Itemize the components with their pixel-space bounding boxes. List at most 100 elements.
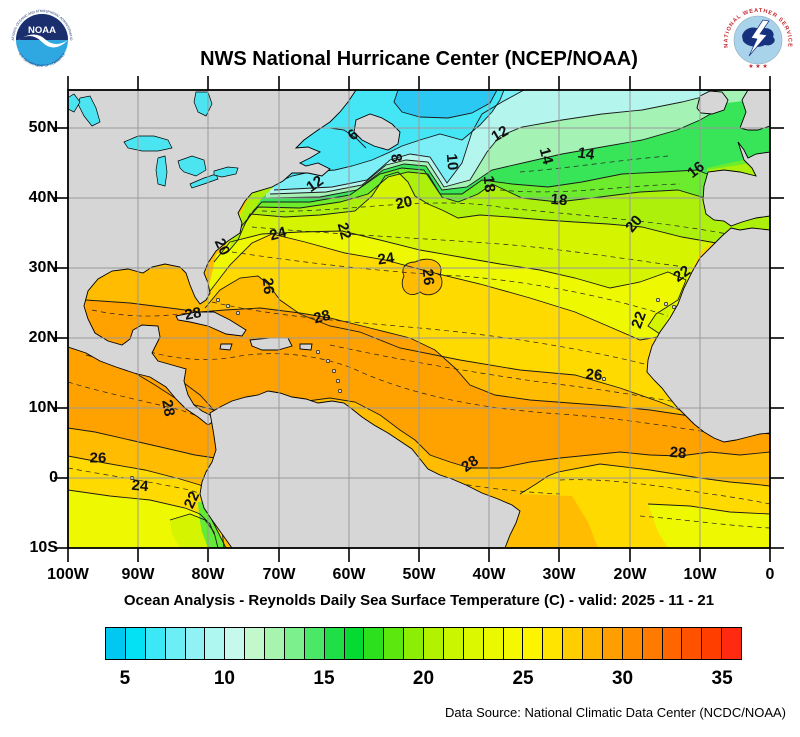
contour-label: 20: [211, 236, 233, 258]
land-south-america: [199, 390, 521, 548]
lakes: [68, 91, 239, 189]
y-tick-label: 40N: [28, 189, 58, 206]
contour-label: 14: [536, 146, 557, 167]
colorbar-cell: [443, 628, 464, 659]
contour-label: 24: [377, 249, 397, 268]
colorbar-cell: [106, 628, 126, 659]
colorbar-cell: [225, 628, 246, 659]
colorbar-cell: [602, 628, 623, 659]
x-tick-label: 80W: [191, 566, 225, 583]
colorbar-cell: [344, 628, 365, 659]
y-tick-label: 0: [49, 469, 58, 486]
contour-label: 26: [259, 277, 277, 295]
contour-label: 22: [181, 489, 203, 511]
ocean-band-coastal-peru: [198, 502, 226, 548]
colorbar-cell: [284, 628, 305, 659]
colorbar-tick-label: 25: [512, 668, 534, 689]
land-hispaniola: [249, 337, 293, 351]
x-tick-label: 30W: [542, 566, 576, 583]
colorbar-cell: [304, 628, 325, 659]
y-tick-label: 10S: [29, 539, 58, 556]
contour-label: 20: [394, 193, 414, 213]
colorbar-tick-label: 30: [611, 668, 634, 689]
map-caption: Ocean Analysis - Reynolds Daily Sea Surf…: [123, 592, 715, 609]
noaa-logo-sky: [16, 14, 68, 40]
ocean-band-under-4: [394, 90, 497, 118]
land-africa: [646, 227, 770, 443]
x-tick-label: 60W: [332, 566, 366, 583]
contour-label: 16: [684, 158, 708, 182]
colorbar-tick-label: 15: [313, 668, 335, 689]
lake-superior: [123, 135, 173, 152]
colorbar-cell: [125, 628, 146, 659]
colorbar-cell: [145, 628, 166, 659]
colorbar-tick-label: 10: [213, 668, 235, 689]
land-ireland: [696, 90, 729, 115]
x-tick-label: 40W: [472, 566, 506, 583]
lat-lon-gridlines: [68, 90, 770, 548]
contour-label: 28: [458, 452, 481, 475]
map-plot-area: [68, 90, 770, 548]
land-newfoundland: [353, 113, 401, 151]
colorbar-cell: [622, 628, 643, 659]
x-tick-label: 100W: [47, 566, 89, 583]
nws-logo-stars: ★ ★ ★: [748, 63, 767, 70]
colorbar-cell: [364, 628, 385, 659]
colorbar-cell: [662, 628, 683, 659]
land-britain: [739, 90, 770, 131]
colorbar-cell: [543, 628, 564, 659]
y-tick-label: 10N: [28, 399, 58, 416]
land-jamaica: [219, 343, 233, 351]
x-tick-label: 50W: [402, 566, 436, 583]
colorbar-cell: [404, 628, 424, 659]
contour-label: 8: [387, 152, 405, 163]
lake-huron: [177, 155, 207, 177]
small-islands: [130, 297, 676, 480]
contour-label: 18: [480, 175, 498, 193]
contour-label: 22: [670, 262, 693, 285]
noaa-logo-label: NOAA: [28, 25, 56, 36]
colorbar-tick-label: 5: [119, 668, 131, 689]
colorbar-cell: [642, 628, 663, 659]
contour-label: 26: [419, 268, 437, 286]
colorbar-cell: [463, 628, 484, 659]
x-tick-label: 10W: [683, 566, 717, 583]
colorbar-cell: [682, 628, 703, 659]
colorbar-cell: [324, 628, 345, 659]
contour-label: 28: [183, 304, 202, 324]
colorbar-cell: [503, 628, 524, 659]
contour-label: 24: [268, 223, 289, 244]
noaa-logo: NOAA NATIONAL OCEANIC AND ATMOSPHERIC AD…: [5, 1, 77, 75]
contour-label: 26: [585, 366, 603, 384]
colorbar-cell: [245, 628, 265, 659]
y-tick-label: 20N: [28, 329, 58, 346]
data-source-note: Data Source: National Climatic Data Cent…: [445, 705, 786, 720]
x-tick-label: 0: [765, 566, 775, 583]
colorbar-cell: [165, 628, 186, 659]
ocean-band-22-24-southeast: [648, 504, 770, 548]
y-tick-label: 50N: [28, 119, 58, 136]
contour-label: 22: [334, 221, 355, 242]
temperature-colorbar: [105, 627, 742, 660]
colorbar-cell: [265, 628, 285, 659]
colorbar-cell: [483, 628, 504, 659]
colorbar-cell: [583, 628, 603, 659]
landmasses: [68, 90, 770, 548]
colorbar-cell: [424, 628, 444, 659]
nws-logo: NATIONAL WEATHER SERVICE ★ ★ ★: [723, 5, 793, 75]
x-tick-label: 20W: [613, 566, 647, 583]
land-puerto-rico: [299, 343, 313, 351]
page-title: NWS National Hurricane Center (NCEP/NOAA…: [200, 48, 638, 70]
noaa-bird-icon: [16, 34, 68, 48]
contour-label: 26: [90, 450, 107, 467]
axis-ticks: [54, 76, 784, 562]
colorbar-tick-label: 35: [711, 668, 733, 689]
ocean-band-28-pacific: [68, 342, 225, 458]
contour-label: 28: [669, 444, 687, 462]
nws-lightning-icon: [748, 19, 770, 57]
colorbar-cell: [185, 628, 206, 659]
lake-erie: [189, 173, 219, 189]
